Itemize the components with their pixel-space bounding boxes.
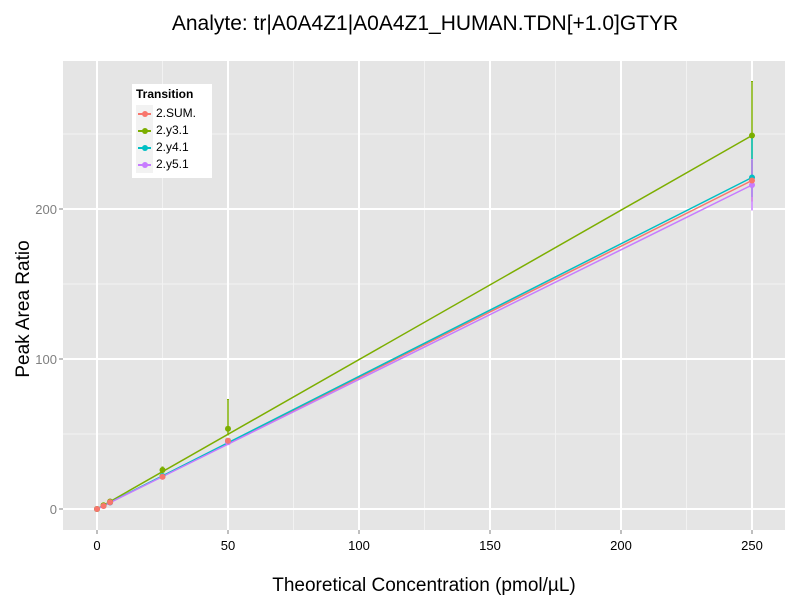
legend-label: 2.y3.1: [156, 123, 189, 137]
legend-title: Transition: [136, 87, 194, 101]
axis-ticks: 0 50 100 150 200 250 0 100 200: [35, 202, 763, 553]
y-tick-label: 0: [50, 502, 57, 517]
data-series: [94, 81, 755, 512]
chart-title: Analyte: tr|A0A4Z1|A0A4Z1_HUMAN.TDN[+1.0…: [171, 12, 679, 35]
major-gridlines: [63, 61, 785, 530]
legend-item-y3: 2.y3.1: [136, 122, 210, 139]
x-tick-label: 0: [93, 538, 100, 553]
legend-label: 2.y5.1: [156, 157, 189, 171]
x-tick-label: 200: [610, 538, 632, 553]
legend-label: 2.SUM.: [156, 106, 197, 120]
legend-key-icon: [136, 122, 153, 139]
legend-label: 2.y4.1: [156, 140, 189, 154]
legend-item-y5: 2.y5.1: [136, 156, 210, 173]
y-tick-label: 200: [35, 202, 57, 217]
x-axis-label: Theoretical Concentration (pmol/µL): [272, 575, 576, 596]
x-tick-label: 50: [221, 538, 235, 553]
x-tick-label: 150: [479, 538, 501, 553]
legend-item-sum: 2.SUM.: [136, 105, 210, 122]
x-tick-label: 250: [741, 538, 763, 553]
legend-key-icon: [136, 139, 153, 156]
y-axis-label: Peak Area Ratio: [13, 240, 34, 378]
legend: Transition 2.SUM. 2.y3.1 2.y4.1 2.y5.1: [132, 84, 212, 178]
legend-key-icon: [136, 105, 153, 122]
legend-item-y4: 2.y4.1: [136, 139, 210, 156]
x-tick-label: 100: [348, 538, 370, 553]
legend-key-icon: [136, 156, 153, 173]
y-tick-label: 100: [35, 352, 57, 367]
